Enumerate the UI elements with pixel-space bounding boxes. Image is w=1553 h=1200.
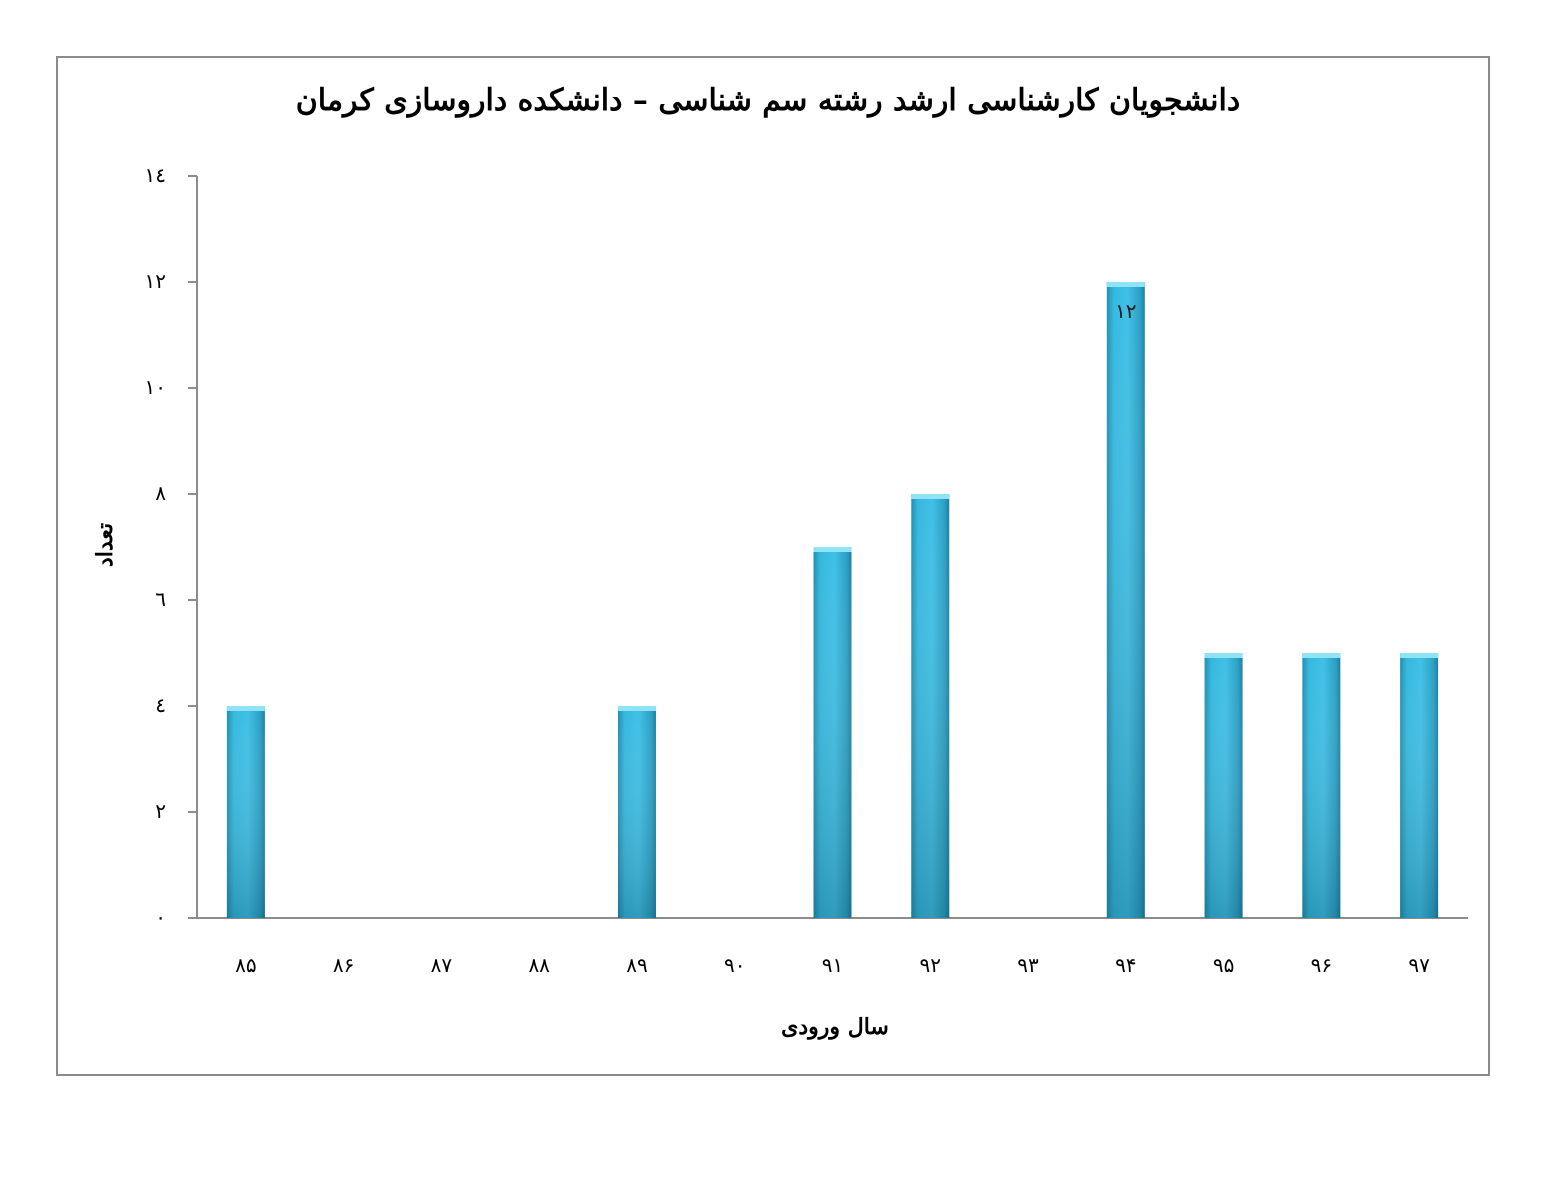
y-axis: ۰ ۲ ٤ ٦ ۸ ۱۰ ۱۲ ۱٤ [145, 163, 198, 929]
x-tick-label: ۸۶ [333, 953, 354, 977]
x-tick-label: ۸۷ [431, 953, 453, 977]
y-tick-label: ۸ [155, 481, 166, 505]
x-tick-label: ۹۲ [920, 953, 941, 977]
y-tick-label: ٤ [155, 693, 166, 717]
bar [226, 706, 265, 918]
bar [1204, 653, 1243, 918]
x-tick-label: ۹۱ [822, 953, 843, 977]
bar [911, 494, 950, 918]
chart-frame [56, 56, 1490, 1076]
data-label: ۱۲ [1115, 299, 1136, 323]
x-tick-label: ۸۵ [235, 953, 256, 977]
bars [226, 282, 1439, 918]
bar [1106, 282, 1145, 918]
bar [1400, 653, 1439, 918]
bar [1302, 653, 1341, 918]
bar-shade [911, 494, 950, 918]
bar [813, 547, 852, 918]
x-tick-label: ۹۴ [1115, 953, 1136, 977]
x-tick-label: ۹۵ [1213, 953, 1234, 977]
data-labels: ۱۲ [1115, 299, 1136, 323]
bar-top-highlight [617, 706, 656, 711]
y-tick-label: ۰ [155, 905, 166, 929]
y-tick-label: ۱۰ [145, 375, 166, 399]
y-tick-label: ۲ [155, 799, 166, 823]
bar-shade [226, 706, 265, 918]
y-tick-label: ٦ [155, 587, 166, 611]
bar-top-highlight [911, 494, 950, 499]
x-axis: ۸۵ ۸۶ ۸۷ ۸۸ ۸۹ ۹۰ ۹۱ ۹۲ ۹۳ ۹۴ ۹۵ ۹۶ ۹۷ [188, 917, 1468, 977]
bar-shade [1106, 282, 1145, 918]
x-tick-label: ۸۸ [528, 953, 550, 977]
x-tick-label: ۹۶ [1311, 953, 1332, 977]
x-tick-label: ۹۷ [1408, 953, 1430, 977]
bar [617, 706, 656, 918]
bar-shade [617, 706, 656, 918]
bar-top-highlight [226, 706, 265, 711]
bar-shade [813, 547, 852, 918]
bar-top-highlight [1302, 653, 1341, 658]
bar-top-highlight [813, 547, 852, 552]
x-tick-label: ۹۳ [1017, 953, 1039, 977]
x-tick-label: ۹۰ [724, 953, 745, 977]
bar-shade [1400, 653, 1439, 918]
y-tick-label: ۱۲ [145, 269, 166, 293]
x-axis-label: سال ورودی [781, 1014, 889, 1040]
x-tick-label: ۸۹ [626, 953, 647, 977]
bar-top-highlight [1204, 653, 1243, 658]
bar-shade [1302, 653, 1341, 918]
bar-shade [1204, 653, 1243, 918]
chart-title: دانشجویان کارشناسی ارشد رشته سم شناسی – … [296, 83, 1240, 118]
bar-top-highlight [1106, 282, 1145, 287]
bar-top-highlight [1400, 653, 1439, 658]
y-axis-label: تعداد [92, 523, 118, 567]
y-tick-label: ۱٤ [145, 163, 166, 187]
